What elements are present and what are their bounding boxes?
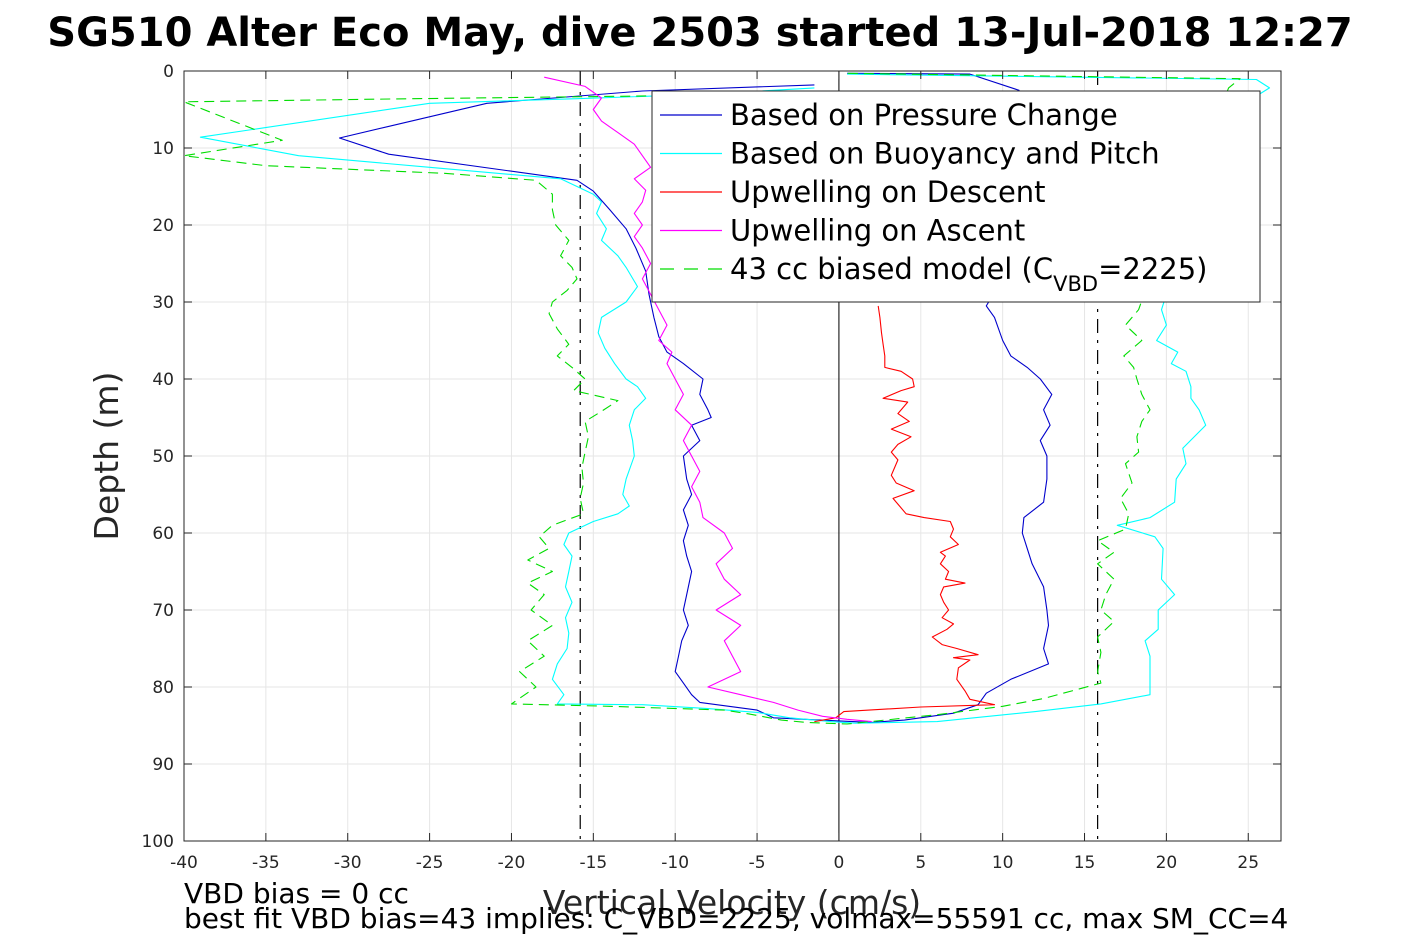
series-line-4 [184, 72, 1241, 725]
legend-label-3: Upwelling on Ascent [730, 214, 1025, 248]
x-tick-label: -25 [416, 853, 444, 873]
y-tick-label: 10 [152, 139, 174, 159]
y-tick-label: 0 [163, 62, 174, 82]
legend-label-subscript: VBD [1053, 272, 1098, 296]
x-tick-label: -10 [661, 853, 689, 873]
x-tick-label: -35 [252, 853, 280, 873]
x-tick-label: -20 [498, 853, 526, 873]
x-axis-label: Vertical Velocity (cm/s) [543, 883, 921, 922]
chart-title: SG510 Alter Eco May, dive 2503 started 1… [47, 10, 1352, 56]
legend-box [651, 90, 1261, 303]
x-tick-label: -15 [579, 853, 607, 873]
legend-label-text: Upwelling on Ascent [730, 214, 1025, 248]
x-tick-label: 20 [1156, 853, 1178, 873]
y-ticks: 0 10 20 30 40 50 60 70 80 90 100 [142, 62, 1281, 852]
x-tick-label: 10 [992, 853, 1014, 873]
series-group [184, 72, 1271, 725]
legend-label-text: Based on Buoyancy and Pitch [730, 137, 1160, 171]
legend-label-2: Upwelling on Descent [730, 175, 1046, 209]
x-tick-label: -40 [170, 853, 198, 873]
y-tick-label: 50 [152, 447, 174, 467]
x-tick-label: -5 [749, 853, 766, 873]
legend-label-4: 43 cc biased model (CVBD=2225) [730, 252, 1208, 296]
x-tick-label: 25 [1237, 853, 1259, 873]
series-line-0 [338, 72, 1053, 723]
y-axis-label: Depth (m) [87, 372, 126, 541]
legend-label-tail: =2225) [1098, 252, 1207, 286]
legend-label-text: Based on Pressure Change [730, 98, 1118, 132]
x-ticks: -40 -35 -30 -25 -20 -15 -10 -5 0 5 10 15 20 25 [170, 71, 1259, 873]
y-tick-label: 60 [152, 524, 174, 544]
legend-label-text: Upwelling on Descent [730, 175, 1046, 209]
y-tick-label: 40 [152, 370, 174, 390]
footer-vbd-bias: VBD bias = 0 cc [184, 877, 409, 910]
y-tick-label: 80 [152, 678, 174, 698]
y-tick-label: 70 [152, 601, 174, 621]
series-line-1 [199, 73, 1271, 724]
series-line-2 [814, 305, 996, 723]
legend-label-1: Based on Buoyancy and Pitch [730, 137, 1160, 171]
y-tick-label: 100 [142, 832, 174, 852]
footer-best-fit: best fit VBD bias=43 implies: C_VBD=2225… [184, 902, 1288, 935]
x-tick-label: 5 [915, 853, 926, 873]
legend-label-text: 43 cc biased model (C [730, 252, 1053, 286]
x-tick-label: 15 [1074, 853, 1096, 873]
series-line-3 [544, 76, 872, 723]
legend-label-0: Based on Pressure Change [730, 98, 1118, 132]
y-tick-label: 20 [152, 216, 174, 236]
legend: Based on Pressure Change Based on Buoyanc… [651, 90, 1261, 303]
y-tick-label: 90 [152, 755, 174, 775]
x-tick-label: 0 [834, 853, 845, 873]
x-tick-label: -30 [334, 853, 362, 873]
y-tick-label: 30 [152, 293, 174, 313]
